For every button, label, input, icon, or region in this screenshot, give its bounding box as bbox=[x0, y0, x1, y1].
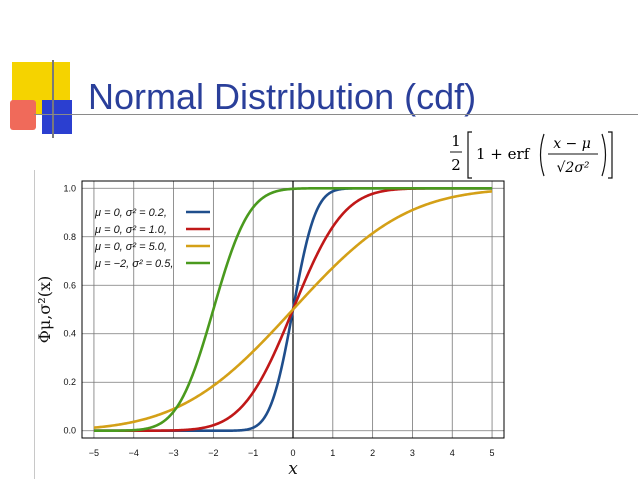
x-tick-label: −2 bbox=[208, 448, 218, 458]
x-tick-label: −5 bbox=[89, 448, 99, 458]
y-axis-label: Φμ,σ²(x) bbox=[35, 276, 54, 343]
legend-label: μ = 0, σ² = 0.2, bbox=[94, 207, 167, 219]
y-tick-label: 0.0 bbox=[63, 426, 76, 436]
y-tick-label: 0.2 bbox=[63, 377, 76, 387]
x-tick-label: 0 bbox=[290, 448, 295, 458]
y-tick-label: 0.6 bbox=[63, 280, 76, 290]
legend-label: μ = −2, σ² = 0.5, bbox=[94, 258, 173, 270]
x-tick-label: 1 bbox=[330, 448, 335, 458]
x-tick-label: 5 bbox=[490, 448, 495, 458]
x-tick-label: −4 bbox=[129, 448, 139, 458]
x-tick-label: −1 bbox=[248, 448, 258, 458]
legend-label: μ = 0, σ² = 1.0, bbox=[94, 224, 167, 236]
x-axis-label: x bbox=[288, 459, 298, 479]
x-tick-label: 2 bbox=[370, 448, 375, 458]
y-tick-label: 0.8 bbox=[63, 232, 76, 242]
x-tick-label: −3 bbox=[168, 448, 178, 458]
y-tick-label: 0.4 bbox=[63, 329, 76, 339]
legend-layer: μ = 0, σ² = 0.2, μ = 0, σ² = 1.0, μ = 0, σ… bbox=[94, 207, 210, 270]
y-tick-label: 1.0 bbox=[63, 183, 76, 193]
x-tick-label: 3 bbox=[410, 448, 415, 458]
legend-label: μ = 0, σ² = 5.0, bbox=[94, 241, 167, 253]
x-tick-label: 4 bbox=[450, 448, 455, 458]
